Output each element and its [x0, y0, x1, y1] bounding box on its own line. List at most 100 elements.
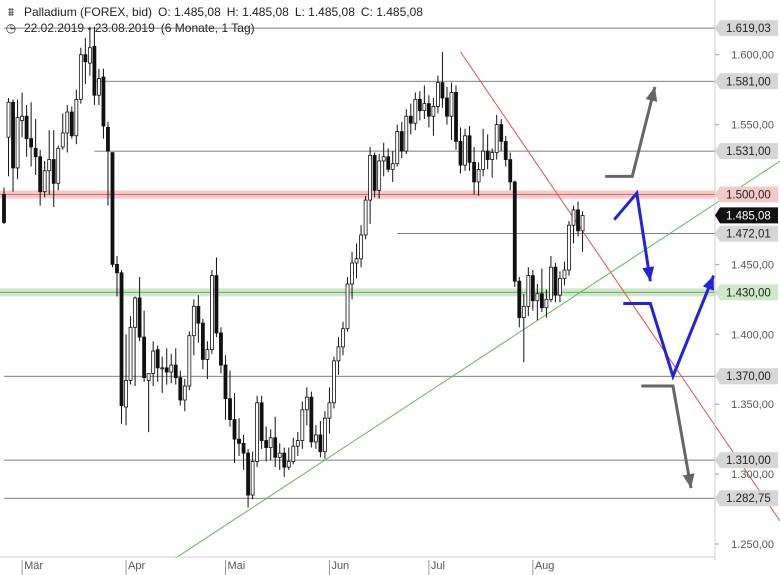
candle	[332, 356, 336, 409]
candle	[458, 127, 463, 174]
scenario-arrow-head	[702, 275, 714, 291]
candle-body-up	[15, 117, 20, 169]
candle-body-down	[2, 194, 6, 223]
current-price-label: 1.485,08	[715, 207, 778, 224]
candle-body-down	[200, 322, 205, 360]
candle	[187, 331, 192, 391]
level-label-bg	[715, 452, 778, 469]
candle-body-up	[549, 266, 553, 300]
candle	[336, 337, 341, 375]
candle	[363, 195, 368, 240]
candle	[142, 310, 147, 382]
candle	[300, 401, 305, 449]
candle	[562, 261, 567, 286]
candle-body-up	[422, 103, 427, 112]
candle	[539, 268, 544, 312]
candle-body-down	[51, 159, 56, 184]
candle-body-down	[115, 263, 119, 274]
candle-body-up	[336, 346, 341, 362]
candle-body-down	[499, 124, 504, 142]
level-label-text: 1.472,01	[726, 229, 771, 241]
x-tick-label: Mai	[227, 560, 245, 572]
scenario-arrow-head	[682, 473, 695, 489]
candle-body-up	[255, 402, 260, 462]
resistance-trendline	[460, 51, 780, 522]
candlesticks	[2, 26, 585, 508]
level-label: 1.531,00	[715, 143, 778, 160]
x-tick-label: Aug	[535, 560, 555, 572]
candlestick-chart-icon: ⩩	[7, 5, 15, 19]
candle	[124, 334, 128, 426]
candle-body-up	[42, 170, 47, 193]
candle	[237, 418, 241, 456]
candle-body-up	[128, 326, 133, 381]
candle-body-up	[286, 461, 291, 468]
candle	[101, 68, 106, 139]
candle-body-down	[119, 272, 124, 406]
candle	[97, 68, 101, 106]
candle	[354, 243, 359, 279]
candle	[576, 201, 580, 237]
candle	[345, 276, 350, 332]
level-label: 1.500,00	[715, 186, 778, 203]
candle-body-up	[395, 131, 400, 165]
candle-body-down	[512, 181, 517, 282]
candle	[2, 187, 6, 224]
candle	[359, 225, 363, 268]
candle	[241, 434, 246, 470]
candle-body-up	[526, 275, 531, 307]
candle	[15, 99, 20, 180]
candle	[535, 283, 540, 321]
level-label-bg	[715, 368, 778, 385]
candle	[463, 128, 467, 171]
candle-body-down	[223, 364, 228, 400]
candle-body-down	[83, 54, 88, 63]
candle	[219, 327, 223, 374]
level-label: 1.310,00	[715, 452, 778, 469]
candle	[155, 345, 160, 382]
level-label-bg	[715, 73, 778, 90]
candle-body-up	[390, 163, 395, 170]
candle	[521, 293, 526, 363]
candle	[508, 152, 513, 191]
candle	[553, 263, 558, 303]
candle-body-down	[38, 156, 43, 193]
candle-body-down	[318, 434, 323, 453]
candle-body-down	[467, 135, 472, 163]
y-tick-label: 1.400,00	[731, 329, 774, 341]
candle-body-down	[29, 138, 34, 148]
candle	[51, 130, 56, 208]
candle-body-up	[381, 156, 386, 162]
candle	[368, 146, 373, 224]
candle	[137, 276, 142, 342]
candle	[182, 379, 187, 412]
level-label-bg	[715, 284, 778, 301]
candle-body-up	[436, 82, 440, 107]
level-label-text: 1.282,75	[726, 493, 771, 505]
candle-body-down	[92, 45, 97, 96]
candle	[110, 152, 115, 268]
candle-body-up	[277, 452, 282, 458]
candle-body-up	[558, 277, 562, 296]
candle-body-down	[241, 442, 246, 454]
candle-body-down	[408, 115, 413, 124]
candle-body-up	[169, 364, 174, 373]
candle-body-down	[69, 111, 74, 137]
level-label: 1.581,00	[715, 73, 778, 90]
candle-body-up	[160, 367, 165, 370]
candle	[160, 356, 165, 394]
candle-body-up	[490, 152, 495, 160]
candle	[567, 221, 571, 276]
candle	[232, 393, 237, 463]
level-label: 1.370,00	[715, 368, 778, 385]
candle-body-down	[417, 99, 422, 112]
candle	[499, 119, 504, 152]
candle-body-up	[191, 305, 196, 337]
candle-body-up	[544, 298, 549, 309]
y-tick-label: 1.300,00	[731, 469, 774, 481]
candle	[169, 353, 174, 384]
candle-body-down	[508, 159, 513, 183]
candle	[436, 75, 440, 114]
scenario-arrow-path	[605, 86, 657, 178]
